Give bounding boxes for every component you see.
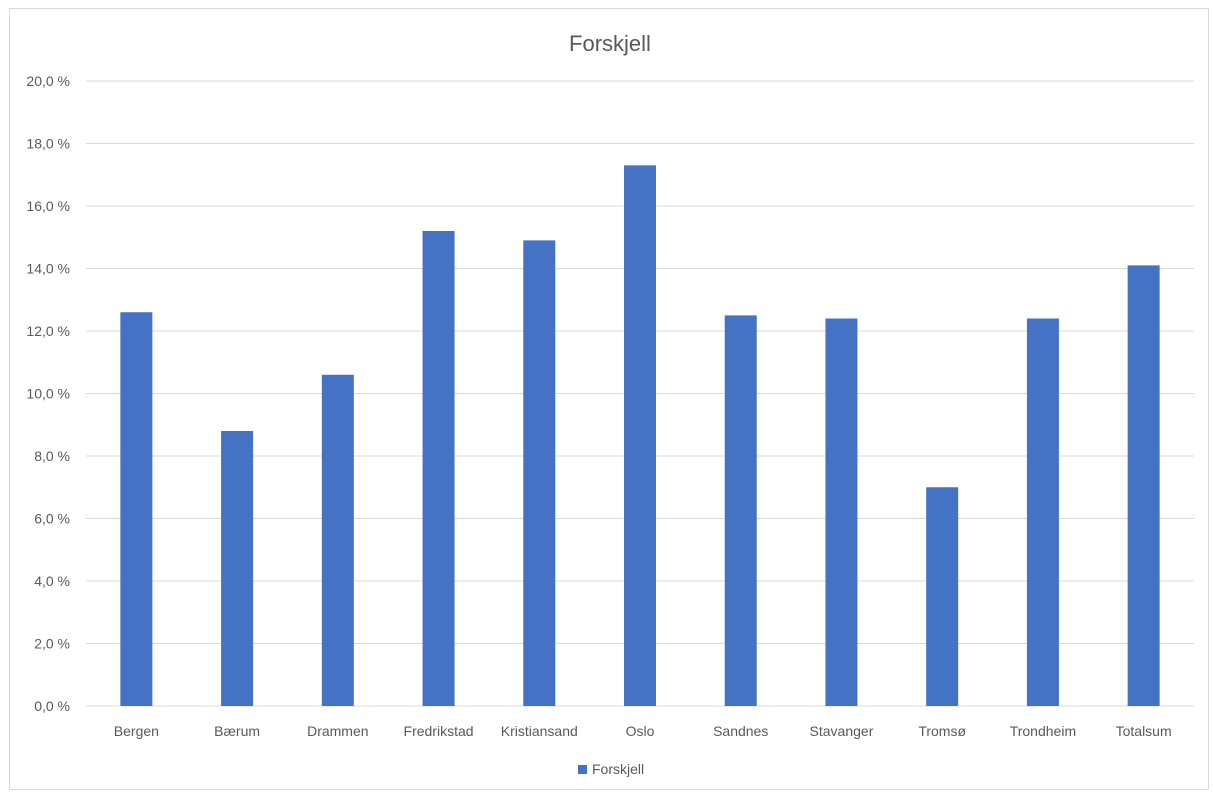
- x-tick-label: Sandnes: [713, 723, 768, 739]
- y-tick-label: 14,0 %: [26, 261, 70, 277]
- bar: [321, 374, 354, 706]
- x-tick-label: Trondheim: [1010, 723, 1076, 739]
- bar: [1127, 265, 1160, 706]
- bar: [724, 315, 757, 706]
- bar: [1026, 318, 1059, 706]
- y-tick-label: 18,0 %: [26, 136, 70, 152]
- x-axis-ticks: Bergen Bærum Drammen Fredrikstad Kristiansan…: [114, 723, 1172, 739]
- bar: [120, 312, 153, 706]
- y-tick-label: 8,0 %: [34, 448, 70, 464]
- legend-swatch: [578, 765, 587, 774]
- y-tick-label: 2,0 %: [34, 636, 70, 652]
- bar: [926, 487, 959, 706]
- y-tick-label: 4,0 %: [34, 573, 70, 589]
- y-tick-label: 16,0 %: [26, 198, 70, 214]
- x-tick-label: Drammen: [307, 723, 368, 739]
- x-tick-label: Tromsø: [918, 723, 966, 739]
- x-tick-label: Stavanger: [810, 723, 874, 739]
- bar: [221, 431, 254, 706]
- y-tick-label: 12,0 %: [26, 323, 70, 339]
- bar: [624, 165, 656, 706]
- legend-label: Forskjell: [592, 761, 644, 777]
- y-axis-ticks: 0,0 % 2,0 % 4,0 % 6,0 % 8,0 % 10,0 % 12,0 % 14,…: [26, 73, 70, 714]
- chart-frame: [9, 8, 1209, 790]
- bar: [523, 240, 556, 706]
- bar: [825, 318, 858, 706]
- y-tick-label: 20,0 %: [26, 73, 70, 89]
- x-tick-label: Bærum: [214, 723, 260, 739]
- x-tick-label: Fredrikstad: [404, 723, 474, 739]
- x-tick-label: Totalsum: [1116, 723, 1172, 739]
- y-tick-label: 6,0 %: [34, 511, 70, 527]
- x-tick-label: Bergen: [114, 723, 159, 739]
- y-tick-label: 0,0 %: [34, 698, 70, 714]
- y-tick-label: 10,0 %: [26, 386, 70, 402]
- bars: [120, 165, 1160, 706]
- x-tick-label: Oslo: [626, 723, 655, 739]
- legend: Forskjell: [578, 761, 644, 777]
- bar: [422, 231, 455, 706]
- chart-title: Forskjell: [569, 31, 651, 56]
- x-tick-label: Kristiansand: [501, 723, 578, 739]
